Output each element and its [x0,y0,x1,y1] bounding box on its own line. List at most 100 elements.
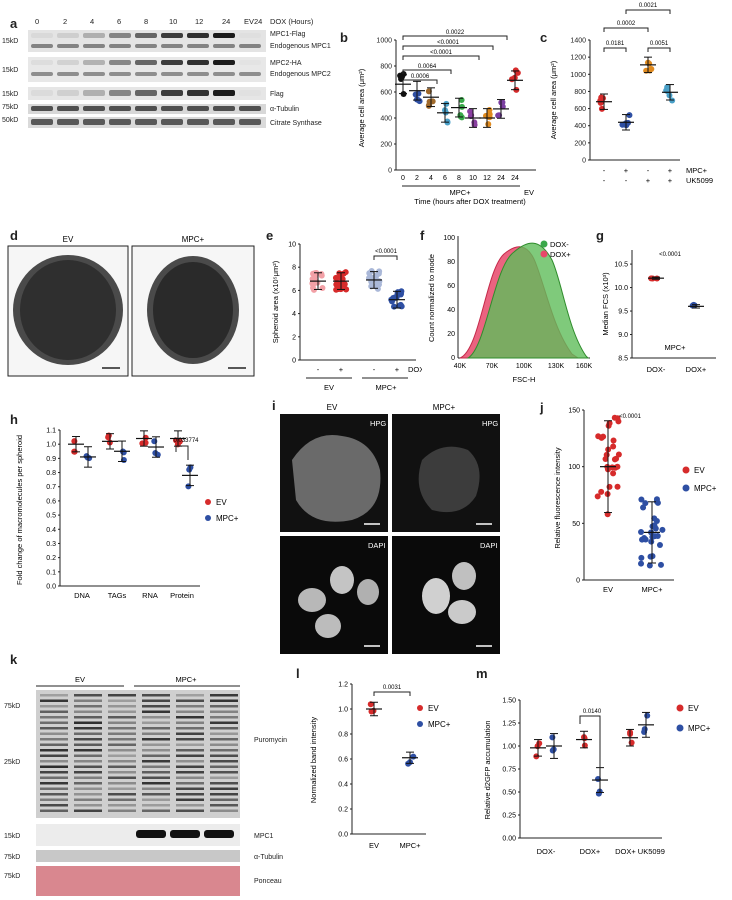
y-tick: 50 [572,521,580,528]
blot-band [176,738,204,741]
legend-marker [205,499,211,505]
blot-band [108,732,136,735]
data-point [368,267,375,274]
blot-band [31,44,53,48]
blot-band [176,771,204,774]
row-label: α-Tubulin [254,854,283,861]
data-point [391,303,398,310]
y-label: Count normalized to mode [427,254,436,342]
data-point [657,561,664,568]
nucleus [357,579,379,605]
blot-band [40,716,68,719]
y-tick: 1.2 [338,682,348,689]
blot-band [135,33,157,38]
blot-band [210,793,238,796]
blot-band [176,699,204,702]
legend-marker [676,704,684,712]
y-tick: 0.5 [46,513,56,520]
blot-band [74,787,102,790]
blot-band [57,106,79,111]
sign: + [339,365,344,374]
data-point [86,455,93,462]
y-tick: 0.4 [46,527,56,534]
data-point [648,66,655,73]
panel-a-label: a [10,16,18,31]
blot-band [239,90,261,96]
blot-band [40,694,68,697]
data-point [644,712,651,719]
y-tick: 20 [447,331,455,338]
blot-band [83,90,105,96]
nucleus [315,614,341,638]
blot-band [210,710,238,713]
data-point [610,470,617,477]
blot-band [74,743,102,746]
blot-band [142,743,170,746]
blot-band [213,33,235,38]
size-marker: 15kD [2,91,18,98]
blot-band [210,721,238,724]
y-tick: 1.25 [502,721,516,728]
row-label: MPC2-HA [270,60,302,67]
blot-band [210,727,238,730]
blot-band [31,60,53,65]
panel-i-label: i [272,398,276,413]
blot-band [83,119,105,125]
blot-band [40,699,68,702]
y-tick: 0.8 [338,732,348,739]
y-tick: 800 [380,64,392,71]
blot-band [108,787,136,790]
group-label: EV [324,383,334,392]
x-tick: 70K [486,363,499,370]
blot-band [74,809,102,812]
blot-band [142,793,170,796]
x-tick: 160K [576,363,593,370]
legend-marker [205,515,211,521]
panel-c-label: c [540,30,548,45]
blot-band [40,710,68,713]
data-point [612,464,619,471]
data-point [495,112,502,119]
y-tick: 1.1 [46,428,56,435]
x-label: FSC-H [513,375,536,384]
blot-band [74,776,102,779]
p-value: 0.0140 [583,709,602,715]
blot-band [74,782,102,785]
p-value: <0.0001 [619,414,642,420]
image-title: EV [63,235,74,244]
x-tick: RNA [142,591,158,600]
blot-band [108,809,136,812]
blot-band [213,44,235,48]
size-marker: 25kD [4,759,20,766]
blot-band [239,33,261,38]
blot-band [176,793,204,796]
blot-band [210,809,238,812]
data-point [626,112,633,119]
sign: - [603,176,606,185]
data-point [310,286,317,293]
sign: + [646,176,651,185]
blot-band [57,33,79,38]
row-label: MPC1 [254,833,274,840]
y-tick: 0 [292,358,296,365]
blot-band [57,119,79,125]
y-tick: 150 [568,408,580,415]
size-marker: 75kD [4,873,20,880]
y-tick: 0.6 [338,757,348,764]
y-tick: 0 [582,158,586,165]
data-point [638,496,645,503]
p-value: 0.0051 [650,41,669,47]
p-value: 0.0022 [446,30,465,36]
row-label: Ponceau [254,878,282,885]
x-tick: DNA [74,591,90,600]
blot-band [74,771,102,774]
blot-band [74,710,102,713]
blot-band [108,738,136,741]
blot-band [74,793,102,796]
data-point [606,483,613,490]
y-tick: 400 [574,123,586,130]
blot-band [187,119,209,125]
row-label: Puromycin [254,737,287,744]
y-tick: 2 [292,334,296,341]
data-point [638,560,645,567]
